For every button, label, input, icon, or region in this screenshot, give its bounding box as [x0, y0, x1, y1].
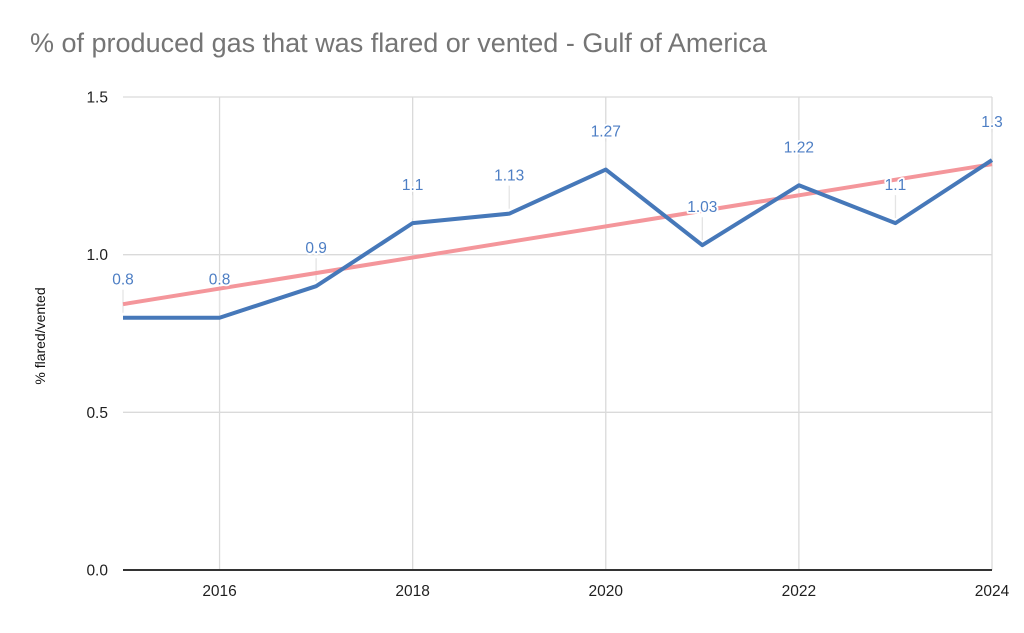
y-axis-ticks: 0.0 0.5 1.0 1.5: [86, 90, 108, 580]
x-tick-label: 2018: [395, 583, 429, 600]
data-labels: 0.8 0.8 0.9 1.1 1.13 1.27 1.03 1.22 1.1 1.3: [110, 112, 1004, 290]
x-tick-label: 2024: [975, 583, 1010, 600]
data-label: 1.1: [885, 177, 907, 194]
data-label: 1.03: [687, 199, 717, 216]
x-tick-label: 2022: [782, 583, 816, 600]
series-line: [123, 158, 994, 320]
y-tick-label: 1.5: [86, 90, 108, 107]
x-axis-ticks: 2016 2018 2020 2022 2024: [202, 583, 1009, 600]
chart-title: % of produced gas that was flared or ven…: [30, 28, 767, 58]
data-label: 0.9: [305, 240, 327, 257]
x-tick-label: 2020: [589, 583, 624, 600]
gridlines: [123, 96, 993, 570]
trendline: [122, 162, 993, 307]
y-axis-title: % flared/vented: [32, 287, 48, 385]
data-label: 1.27: [591, 124, 621, 141]
data-label: 1.22: [784, 139, 814, 156]
y-tick-label: 1.0: [86, 247, 108, 264]
y-tick-label: 0.5: [86, 405, 108, 422]
x-tick-label: 2016: [202, 583, 236, 600]
data-label: 1.3: [981, 114, 1003, 131]
data-label: 0.8: [209, 272, 231, 289]
label-stems: [122, 132, 993, 313]
data-label: 1.1: [402, 177, 424, 194]
data-label: 0.8: [112, 272, 134, 289]
data-label: 1.13: [494, 168, 524, 185]
y-tick-label: 0.0: [86, 563, 108, 580]
